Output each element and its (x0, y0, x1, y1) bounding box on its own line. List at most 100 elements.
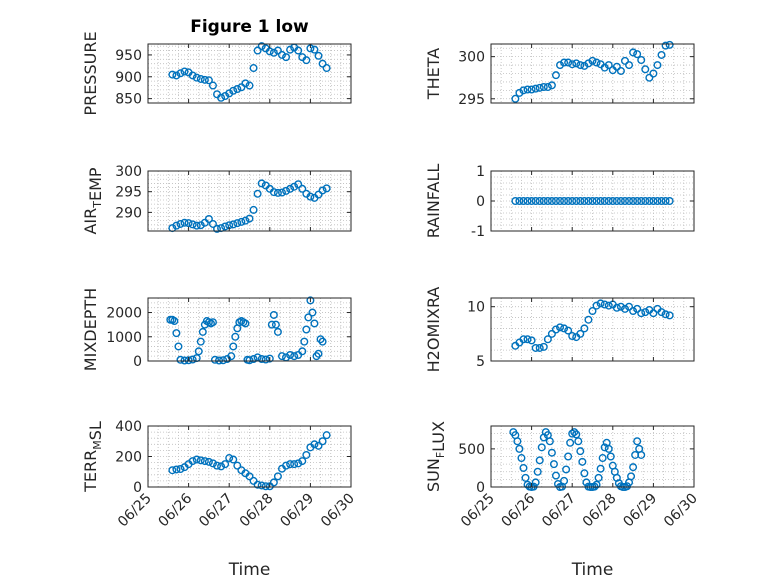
data-point (629, 463, 638, 472)
data-point (556, 61, 565, 70)
data-point (511, 196, 520, 205)
data-point (629, 307, 638, 316)
y-tick-label: 950 (115, 48, 142, 64)
data-point (277, 352, 286, 361)
data-point (551, 325, 560, 334)
data-point (637, 450, 646, 459)
data-point (523, 196, 532, 205)
data-point (229, 455, 238, 464)
y-tick-label: 295 (458, 92, 485, 108)
data-point (204, 76, 213, 85)
data-point (661, 310, 670, 319)
data-point (249, 205, 258, 214)
data-point (604, 61, 613, 70)
subplot-theta: 295 300 THETA (424, 40, 695, 108)
data-point (233, 461, 242, 470)
data-point (537, 443, 546, 452)
data-point (314, 190, 323, 199)
data-point (560, 324, 569, 333)
data-point (543, 82, 552, 91)
data-point (196, 74, 205, 83)
x-tick-label: 06/30 (661, 491, 701, 531)
data-point (269, 48, 278, 57)
data-point (592, 196, 601, 205)
data-point (261, 482, 270, 491)
data-point (322, 64, 331, 73)
data-point (616, 302, 625, 311)
data-point (188, 355, 197, 364)
data-point (588, 196, 597, 205)
data-point (194, 347, 203, 356)
data-point (543, 335, 552, 344)
data-point (661, 41, 670, 50)
x-tick-label: 06/26 (156, 490, 196, 530)
y-tick-label: 400 (115, 419, 142, 435)
data-point (578, 457, 587, 466)
x-axis-label: Time (228, 560, 271, 580)
data-point (184, 356, 193, 365)
data-point (562, 465, 571, 474)
data-point (551, 71, 560, 80)
subplot-mixdepth: 0 1000 2000 MIXDEPTH (81, 288, 352, 371)
data-point (523, 85, 532, 94)
data-point (269, 478, 278, 487)
data-point (637, 196, 646, 205)
data-point (286, 460, 295, 469)
x-tick-label: 06/29 (620, 491, 660, 531)
data-point (539, 82, 548, 91)
data-point (221, 460, 230, 469)
y-tick-label: 0 (476, 480, 485, 496)
data-point (584, 315, 593, 324)
data-point (649, 69, 658, 78)
data-point (174, 342, 183, 351)
data-point (633, 196, 642, 205)
data-point (302, 56, 311, 65)
data-point (231, 332, 240, 341)
data-point (580, 324, 589, 333)
data-point (210, 355, 219, 364)
data-point (306, 296, 315, 305)
data-point (616, 196, 625, 205)
data-point (545, 437, 554, 446)
data-point (531, 84, 540, 93)
y-tick-label: 2000 (106, 306, 142, 322)
data-point (584, 196, 593, 205)
data-point (600, 443, 609, 452)
data-point (257, 355, 266, 364)
data-point (604, 196, 613, 205)
data-point (257, 481, 266, 490)
data-point (535, 456, 544, 465)
data-point (533, 467, 542, 476)
data-point (196, 337, 205, 346)
data-point (592, 58, 601, 67)
data-point (308, 308, 317, 317)
data-point (564, 326, 573, 335)
data-point (560, 196, 569, 205)
data-point (596, 196, 605, 205)
data-point (653, 61, 662, 70)
data-point (519, 463, 528, 472)
subplot-air_temp: 290 295 300 AIRTEMP (81, 164, 352, 235)
data-point (588, 56, 597, 65)
data-point (629, 196, 638, 205)
data-point (527, 196, 536, 205)
data-point (608, 196, 617, 205)
data-point (543, 196, 552, 205)
data-point (310, 319, 319, 328)
data-point (649, 309, 658, 318)
data-point (241, 319, 250, 328)
data-point (511, 94, 520, 103)
data-point (600, 63, 609, 72)
y-tick-label: 0 (133, 480, 142, 496)
data-point (568, 429, 577, 438)
y-tick-label: 300 (458, 50, 485, 66)
data-point (527, 85, 536, 94)
data-point (649, 196, 658, 205)
data-point (188, 457, 197, 466)
y-tick-label: 850 (115, 92, 142, 108)
data-point (265, 47, 274, 56)
data-point (547, 196, 556, 205)
data-point (302, 450, 311, 459)
data-point (298, 457, 307, 466)
data-point (241, 79, 250, 88)
